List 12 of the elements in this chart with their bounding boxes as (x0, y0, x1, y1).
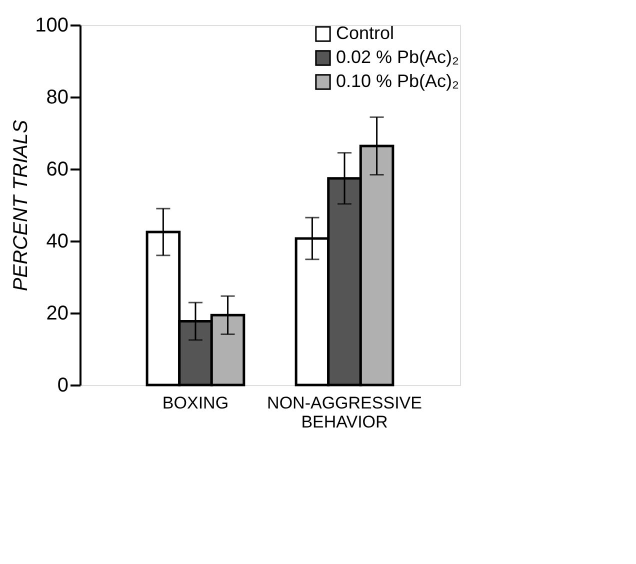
legend-label: 0.10 % Pb(Ac)₂ (336, 71, 460, 91)
legend-label: 0.02 % Pb(Ac)₂ (336, 47, 460, 67)
y-tick-label: 20 (46, 302, 68, 324)
y-tick-label: 40 (46, 230, 68, 252)
y-tick-label: 0 (57, 374, 68, 396)
x-tick-label: NON-AGGRESSIVE BEHAVIOR (267, 394, 422, 432)
x-tick-label: BOXING (162, 394, 229, 412)
y-axis-title: PERCENT TRIALS (10, 119, 32, 292)
legend-label: Control (336, 23, 394, 43)
y-tick-label: 60 (46, 158, 68, 180)
y-tick-label: 80 (46, 86, 68, 108)
y-tick-label: 100 (35, 14, 68, 36)
